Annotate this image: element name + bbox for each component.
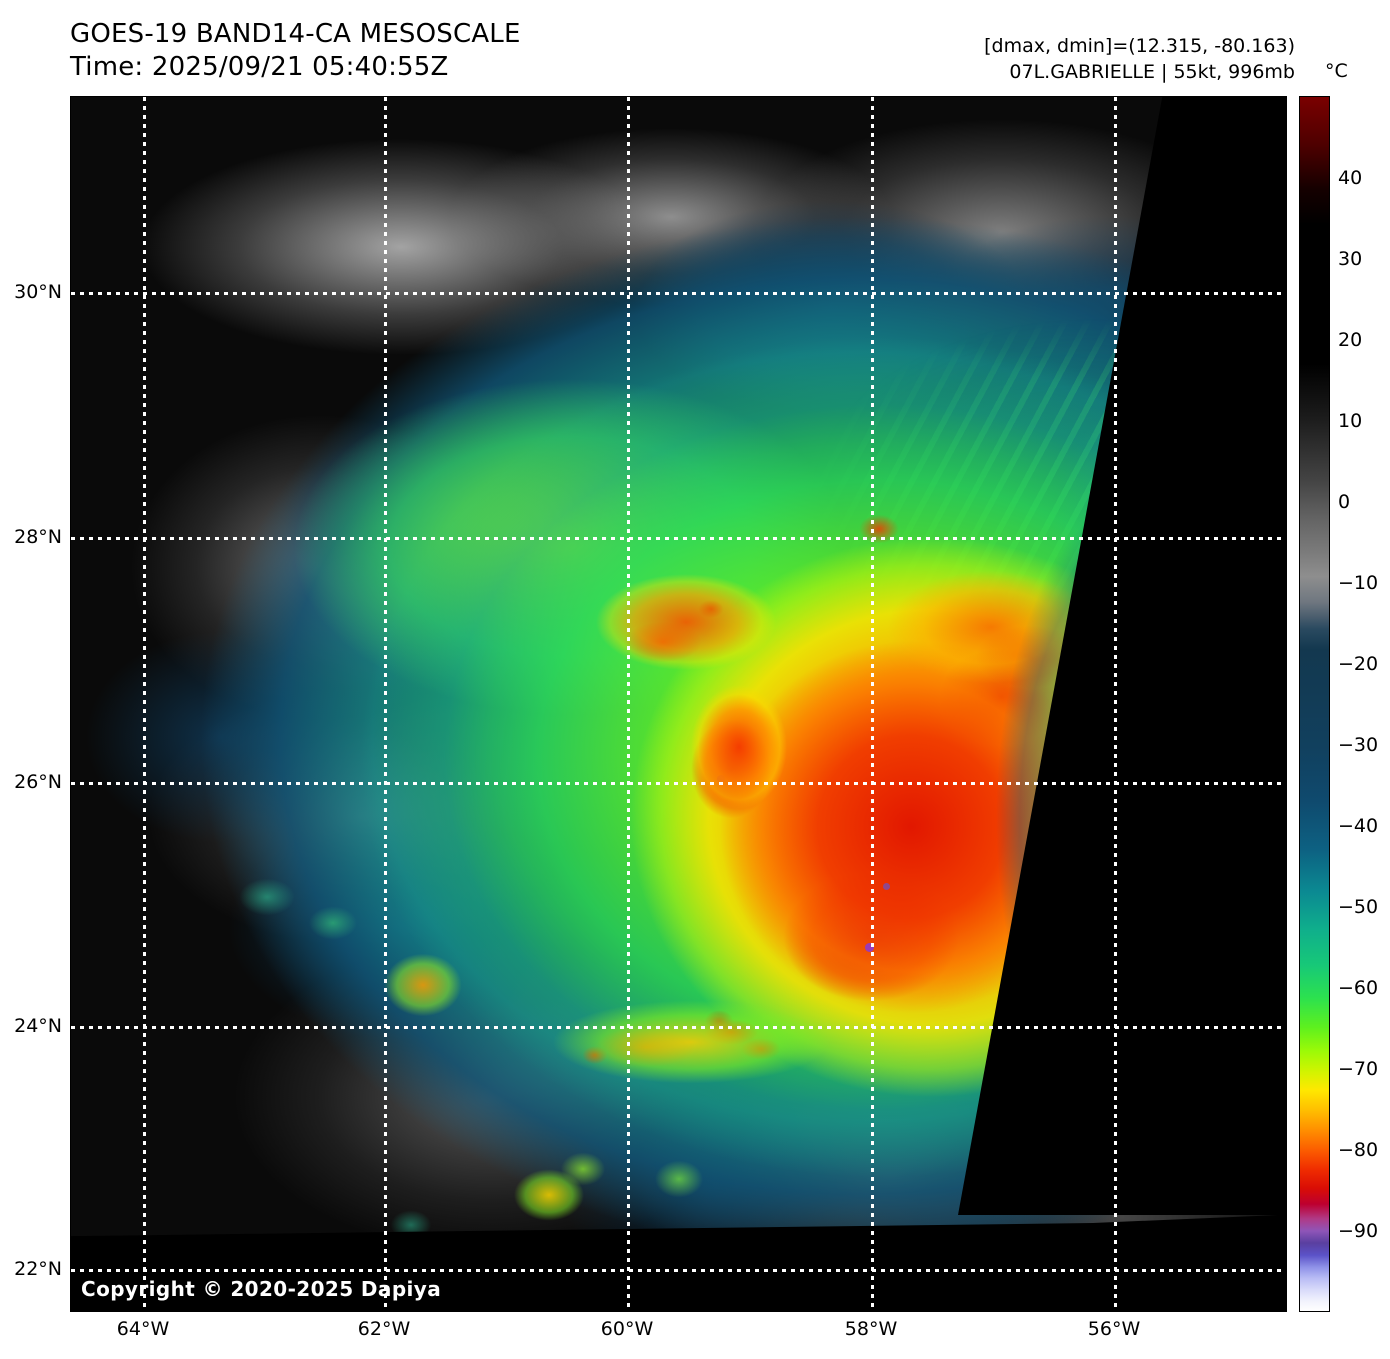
timestamp-label: Time: 2025/09/21 05:40:55Z bbox=[70, 52, 449, 82]
storm-info-label: 07L.GABRIELLE | 55kt, 996mb bbox=[1009, 61, 1295, 83]
page-title: GOES-19 BAND14-CA MESOSCALE bbox=[70, 19, 521, 49]
x-tick-label: 62°W bbox=[357, 1318, 411, 1340]
y-tick-label: 30°N bbox=[14, 281, 62, 303]
colorbar-tick-label: −30 bbox=[1338, 734, 1379, 756]
colorbar-tick-label: −20 bbox=[1338, 653, 1379, 675]
x-tick-label: 58°W bbox=[844, 1318, 898, 1340]
header-metadata: [dmax, dmin]=(12.315, -80.163) 07L.GABRI… bbox=[984, 33, 1295, 85]
colorbar-tick-label: −40 bbox=[1338, 815, 1379, 837]
y-tick-label: 28°N bbox=[14, 526, 62, 548]
colorbar-tick-label: −90 bbox=[1338, 1220, 1379, 1242]
copyright-label: Copyright © 2020-2025 Dapiya bbox=[81, 1277, 442, 1301]
y-tick-label: 22°N bbox=[14, 1258, 62, 1280]
header-titles: GOES-19 BAND14-CA MESOSCALE Time: 2025/0… bbox=[70, 18, 521, 84]
dminmax-label: [dmax, dmin]=(12.315, -80.163) bbox=[984, 35, 1295, 57]
colorbar-tick-label: −70 bbox=[1338, 1058, 1379, 1080]
temperature-colorbar[interactable] bbox=[1299, 96, 1330, 1312]
colorbar-tick-label: −60 bbox=[1338, 977, 1379, 999]
colorbar-unit-label: °C bbox=[1325, 60, 1348, 82]
x-tick-label: 64°W bbox=[116, 1318, 170, 1340]
colorbar-tick-label: 0 bbox=[1338, 491, 1351, 513]
colorbar-tick-label: 10 bbox=[1338, 410, 1363, 432]
x-tick-label: 60°W bbox=[600, 1318, 654, 1340]
x-tick-label: 56°W bbox=[1087, 1318, 1141, 1340]
colorbar-tick-label: −50 bbox=[1338, 896, 1379, 918]
colorbar-tick-label: −80 bbox=[1338, 1139, 1379, 1161]
y-tick-label: 24°N bbox=[14, 1015, 62, 1037]
colorbar-tick-label: 30 bbox=[1338, 248, 1363, 270]
colorbar-tick-label: 20 bbox=[1338, 329, 1363, 351]
y-tick-label: 26°N bbox=[14, 771, 62, 793]
satellite-image-plot[interactable]: Copyright © 2020-2025 Dapiya bbox=[70, 96, 1287, 1312]
satellite-raster: Copyright © 2020-2025 Dapiya bbox=[71, 97, 1286, 1311]
colorbar-tick-label: 40 bbox=[1338, 167, 1363, 189]
colorbar-tick-label: −10 bbox=[1338, 572, 1379, 594]
